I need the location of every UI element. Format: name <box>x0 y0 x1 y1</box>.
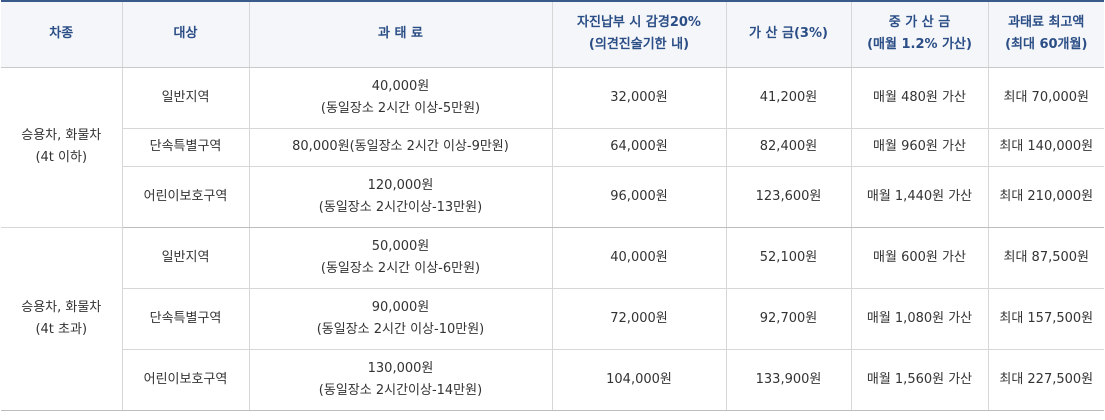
header-sublabel: (매월 1.2% 가산) <box>867 37 972 53</box>
header-heavy-surcharge: 중 가 산 금 (매월 1.2% 가산) <box>850 0 988 68</box>
fine-cell: 130,000원 (동일장소 2시간이상-14만원) <box>248 349 552 411</box>
header-sublabel: (최대 60개월) <box>1005 37 1088 53</box>
table-header: 차종 대상 과 태 료 자진납부 시 감경20% (의견진술기한 내) 가 산 … <box>1 0 1104 68</box>
header-voluntary-discount: 자진납부 시 감경20% (의견진술기한 내) <box>551 0 726 68</box>
heavy-surcharge-cell: 매월 600원 가산 <box>850 227 988 289</box>
heavy-surcharge-cell: 매월 1,080원 가산 <box>850 288 988 350</box>
header-label: 중 가 산 금 <box>888 15 951 31</box>
heavy-surcharge-cell: 매월 960원 가산 <box>850 128 988 167</box>
discount-cell: 72,000원 <box>551 288 726 350</box>
header-target: 대상 <box>121 0 249 68</box>
surcharge-cell: 41,200원 <box>725 67 851 129</box>
table-row: 단속특별구역 90,000원 (동일장소 2시간 이상-10만원) 72,000… <box>1 288 1104 350</box>
table-body: 승용차, 화물차 (4t 이하) 일반지역 40,000원 (동일장소 2시간 … <box>1 67 1104 411</box>
vehicle-type-cell: 승용차, 화물차 (4t 이하) <box>1 67 122 228</box>
heavy-surcharge-cell: 매월 1,440원 가산 <box>850 166 988 228</box>
vehicle-type-cell: 승용차, 화물차 (4t 초과) <box>1 227 122 411</box>
header-label: 차종 <box>49 26 74 42</box>
fine-cell: 50,000원 (동일장소 2시간 이상-6만원) <box>248 227 552 289</box>
table-row: 승용차, 화물차 (4t 이하) 일반지역 40,000원 (동일장소 2시간 … <box>1 67 1104 228</box>
max-fine-cell: 최대 210,000원 <box>987 166 1104 228</box>
target-cell: 단속특별구역 <box>121 128 249 167</box>
parking-fine-table: 차종 대상 과 태 료 자진납부 시 감경20% (의견진술기한 내) 가 산 … <box>1 0 1104 411</box>
max-fine-cell: 최대 227,500원 <box>987 349 1104 411</box>
discount-cell: 32,000원 <box>551 67 726 129</box>
fine-cell: 80,000원(동일장소 2시간 이상-9만원) <box>248 128 552 167</box>
discount-cell: 64,000원 <box>551 128 726 167</box>
fine-cell: 120,000원 (동일장소 2시간이상-13만원) <box>248 166 552 228</box>
header-vehicle-type: 차종 <box>1 0 122 68</box>
table-row: 승용차, 화물차 (4t 초과) 일반지역 50,000원 (동일장소 2시간 … <box>1 227 1104 411</box>
fine-cell: 40,000원 (동일장소 2시간 이상-5만원) <box>248 67 552 129</box>
surcharge-cell: 52,100원 <box>725 227 851 289</box>
fine-table-container: 차종 대상 과 태 료 자진납부 시 감경20% (의견진술기한 내) 가 산 … <box>1 0 1104 411</box>
target-cell: 일반지역 <box>121 67 249 129</box>
target-cell: 어린이보호구역 <box>121 166 249 228</box>
target-cell: 어린이보호구역 <box>121 349 249 411</box>
header-label: 가 산 금(3%) <box>749 26 828 42</box>
discount-cell: 96,000원 <box>551 166 726 228</box>
header-label: 과태료 최고액 <box>1008 15 1085 31</box>
target-cell: 일반지역 <box>121 227 249 289</box>
surcharge-cell: 92,700원 <box>725 288 851 350</box>
target-cell: 단속특별구역 <box>121 288 249 350</box>
table-row: 어린이보호구역 120,000원 (동일장소 2시간이상-13만원) 96,00… <box>1 166 1104 228</box>
heavy-surcharge-cell: 매월 1,560원 가산 <box>850 349 988 411</box>
header-sublabel: (의견진술기한 내) <box>588 37 690 53</box>
header-fine: 과 태 료 <box>248 0 552 68</box>
header-max-fine: 과태료 최고액 (최대 60개월) <box>987 0 1104 68</box>
max-fine-cell: 최대 87,500원 <box>987 227 1104 289</box>
discount-cell: 104,000원 <box>551 349 726 411</box>
header-row: 차종 대상 과 태 료 자진납부 시 감경20% (의견진술기한 내) 가 산 … <box>1 0 1104 68</box>
header-label: 자진납부 시 감경20% <box>577 15 701 31</box>
max-fine-cell: 최대 140,000원 <box>987 128 1104 167</box>
header-surcharge: 가 산 금(3%) <box>725 0 851 68</box>
header-label: 과 태 료 <box>378 26 423 42</box>
surcharge-cell: 123,600원 <box>725 166 851 228</box>
header-label: 대상 <box>173 26 198 42</box>
fine-cell: 90,000원 (동일장소 2시간 이상-10만원) <box>248 288 552 350</box>
max-fine-cell: 최대 70,000원 <box>987 67 1104 129</box>
table-row: 단속특별구역 80,000원(동일장소 2시간 이상-9만원) 64,000원 … <box>1 128 1104 167</box>
max-fine-cell: 최대 157,500원 <box>987 288 1104 350</box>
surcharge-cell: 82,400원 <box>725 128 851 167</box>
surcharge-cell: 133,900원 <box>725 349 851 411</box>
heavy-surcharge-cell: 매월 480원 가산 <box>850 67 988 129</box>
table-row: 어린이보호구역 130,000원 (동일장소 2시간이상-14만원) 104,0… <box>1 349 1104 411</box>
discount-cell: 40,000원 <box>551 227 726 289</box>
